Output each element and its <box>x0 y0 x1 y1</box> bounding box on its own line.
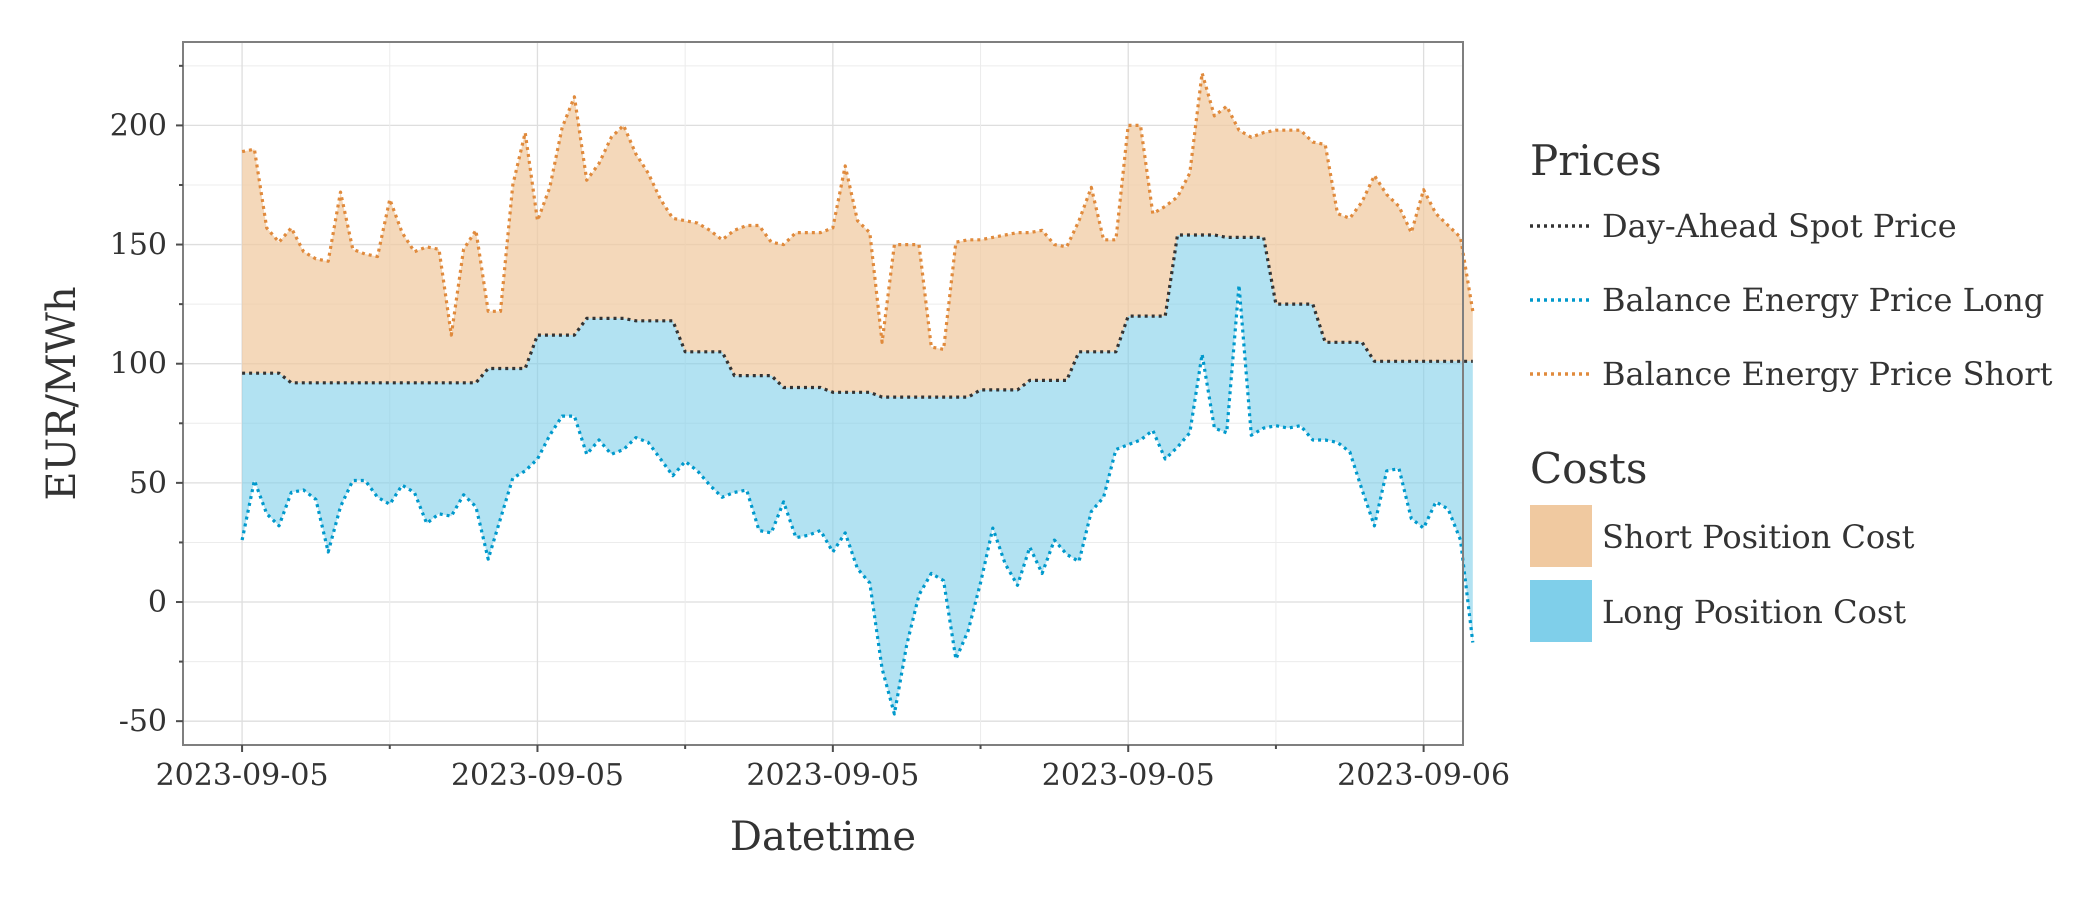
legend-title-costs: Costs <box>1530 444 1647 493</box>
x-tick-label: 2023-09-06 <box>1337 758 1510 793</box>
y-tick-label: 50 <box>129 466 167 501</box>
legend-prices-group: Day-Ahead Spot Price Balance Energy Price… <box>1530 207 2053 393</box>
y-axis-title: EUR/MWh <box>39 286 85 500</box>
legend-key-swatch <box>1530 505 1592 567</box>
long-position-cost-area <box>242 235 1473 714</box>
price-lines <box>240 71 1475 716</box>
y-tick-label: 100 <box>110 347 167 382</box>
x-tick-label: 2023-09-05 <box>1042 758 1215 793</box>
x-tick-label: 2023-09-05 <box>746 758 919 793</box>
balance-energy-price-short-line <box>241 71 1475 351</box>
y-tick-label: -50 <box>119 704 167 739</box>
plot-border <box>182 41 1464 746</box>
day-ahead-spot-price-line <box>242 233 1473 399</box>
short-position-cost-area <box>242 73 1473 398</box>
y-tick-label: 0 <box>148 585 167 620</box>
legend-label: Balance Energy Price Short <box>1602 355 2053 393</box>
x-tick-label: 2023-09-05 <box>451 758 624 793</box>
y-tick-label: 200 <box>110 108 167 143</box>
axis-ticks: -50 0 50 100 150 200 2023-09-05 2023-09-05 2023-… <box>110 64 1510 793</box>
legend-costs-group: Short Position Cost Long Position Cost <box>1530 505 1915 642</box>
y-tick-label: 150 <box>110 228 167 263</box>
legend-key-swatch <box>1530 580 1592 642</box>
legend-label: Short Position Cost <box>1602 518 1915 556</box>
legend-label: Long Position Cost <box>1602 593 1906 631</box>
cost-areas <box>242 73 1473 714</box>
x-axis-title: Datetime <box>730 814 916 860</box>
legend-label: Day-Ahead Spot Price <box>1602 207 1957 245</box>
x-tick-label: 2023-09-05 <box>156 758 329 793</box>
balance-energy-price-long-line <box>240 283 1475 716</box>
legend: Prices Day-Ahead Spot Price Balance Energ… <box>1530 136 2053 642</box>
legend-title-prices: Prices <box>1530 136 1662 185</box>
legend-label: Balance Energy Price Long <box>1602 281 2044 319</box>
